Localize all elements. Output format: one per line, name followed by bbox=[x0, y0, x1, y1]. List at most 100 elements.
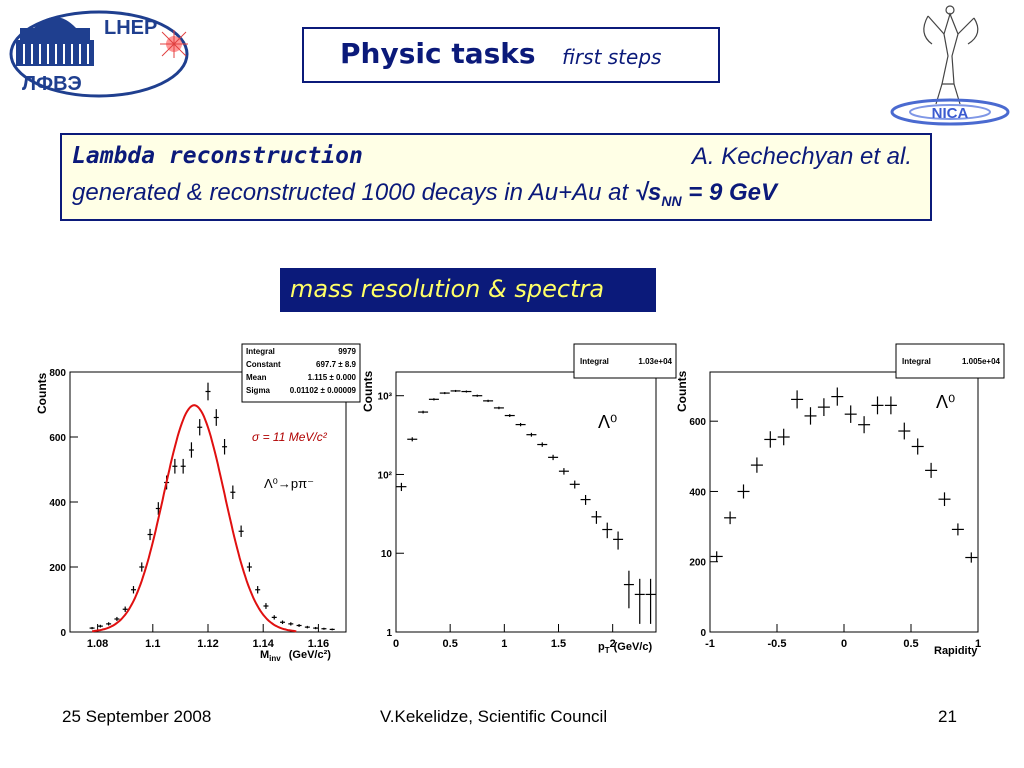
plot3-data-point bbox=[844, 405, 857, 423]
plot1-stat-label: Sigma bbox=[246, 386, 271, 395]
plot2-xtick-label: 0 bbox=[393, 638, 399, 650]
plot3-data-point bbox=[871, 396, 884, 415]
plot2-frame bbox=[395, 371, 657, 633]
plot2-xlabel-main: p bbox=[598, 641, 605, 653]
plot2-stats-box: Integral 1.03e+04 bbox=[573, 343, 677, 379]
page-title: Physic tasks bbox=[340, 37, 536, 70]
info-description: generated & reconstructed 1000 decays in… bbox=[72, 179, 777, 209]
plot3-data-point bbox=[724, 511, 737, 525]
plot1-data-point bbox=[213, 409, 219, 426]
plot3-data-point bbox=[710, 551, 723, 562]
plot1-ytick-label: 200 bbox=[49, 563, 66, 574]
plot1-frame bbox=[69, 371, 347, 633]
plot3-data-point bbox=[898, 422, 911, 440]
plot1-stat-value: 1.115 ± 0.000 bbox=[308, 373, 357, 382]
plot1-xtick-label: 1.12 bbox=[197, 638, 218, 650]
info-author: A. Kechechyan et al. bbox=[691, 143, 912, 170]
plot1-xlabel-unit: (GeV/c²) bbox=[289, 649, 332, 661]
plot2-data-point bbox=[569, 480, 580, 489]
footer-date: 25 September 2008 bbox=[62, 707, 212, 726]
plot1-xtick-label: 1.1 bbox=[145, 638, 160, 650]
plot1-data-point bbox=[304, 625, 310, 629]
plot1-ytick-label: 0 bbox=[60, 628, 66, 639]
plot1-data-point bbox=[97, 624, 103, 628]
plot2-data-point bbox=[526, 432, 537, 437]
plot3-data-point bbox=[858, 416, 871, 434]
plot1-data-point bbox=[296, 624, 302, 627]
info-desc-prefix: generated & reconstructed 1000 decays in… bbox=[72, 179, 635, 206]
plot3-data-point bbox=[831, 387, 844, 406]
plot2-data-point bbox=[537, 442, 548, 447]
plot2-data-point bbox=[472, 394, 483, 397]
plot3-ytick-label: 0 bbox=[700, 628, 706, 639]
plot1-decay-annotation: Λ⁰→pπ⁻ bbox=[264, 476, 314, 491]
plot1-sigma-annotation: σ = 11 MeV/c² bbox=[252, 430, 328, 444]
nn-subscript: NN bbox=[661, 192, 682, 209]
plot1-data-point bbox=[172, 458, 178, 474]
plot1-stat-label: Integral bbox=[246, 347, 275, 356]
plot2-data-point bbox=[493, 406, 504, 410]
plot2-data-point bbox=[396, 482, 407, 492]
page-subtitle: first steps bbox=[562, 45, 662, 69]
plot2-data-point bbox=[515, 422, 526, 427]
plot3-xtick-label: -0.5 bbox=[768, 638, 787, 650]
plot1-data-point bbox=[106, 622, 112, 626]
plot3-xtick-label: 0.5 bbox=[903, 638, 918, 650]
plot1-data-point bbox=[238, 525, 244, 537]
info-heading: Lambda reconstruction bbox=[72, 143, 363, 169]
plot2-xtick-label: 0.5 bbox=[443, 638, 458, 650]
plot1-data-point bbox=[147, 528, 153, 541]
plot3-points bbox=[710, 387, 978, 563]
footer-author: V.Kekelidze, Scientific Council bbox=[380, 707, 608, 726]
s-symbol: s bbox=[648, 179, 662, 206]
plot2-data-point bbox=[645, 578, 656, 624]
plot1-xlabel-main: M bbox=[260, 649, 269, 661]
plot1-ytick-label: 400 bbox=[49, 498, 66, 509]
lhep-logo: LHEP ЛФВЭ bbox=[4, 4, 194, 100]
plot3-data-point bbox=[791, 390, 804, 409]
plot2-xlabel-sub: T bbox=[605, 646, 610, 655]
plot3-data-point bbox=[925, 462, 938, 478]
plot-rapidity: -1 -0.5 0 0.5 1 0 200 400 600 Counts Rapidity In… bbox=[675, 343, 1005, 657]
plot3-xtick-label: 0 bbox=[841, 638, 847, 650]
plot1-gaussian-fit bbox=[92, 404, 297, 633]
plot2-xlabel: pT (GeV/c) bbox=[598, 641, 652, 655]
plot1-stat-value: 697.7 ± 8.9 bbox=[316, 360, 357, 369]
plot3-ytick-label: 400 bbox=[689, 487, 706, 498]
plot1-stat-label: Mean bbox=[246, 373, 267, 382]
plot1-data-point bbox=[180, 458, 186, 474]
plot2-data-point bbox=[548, 454, 559, 461]
plot1-xtick-label: 1.08 bbox=[87, 638, 108, 650]
section-banner: mass resolution & spectra bbox=[280, 268, 656, 312]
plot1-data-point bbox=[288, 622, 294, 626]
plot3-stats-box: Integral 1.005e+04 bbox=[895, 343, 1005, 379]
plot2-xtick-label: 2 bbox=[610, 638, 616, 650]
plot1-data-point bbox=[271, 615, 277, 620]
plot1-data-point bbox=[205, 382, 211, 401]
info-desc-suffix: = 9 GeV bbox=[681, 179, 777, 206]
plot1-data-point bbox=[263, 603, 269, 609]
plot3-ytick-label: 600 bbox=[689, 417, 706, 428]
plot1-stat-value: 9979 bbox=[338, 347, 356, 356]
plot2-data-point bbox=[623, 570, 634, 609]
plot3-data-point bbox=[938, 492, 951, 507]
plot3-stat-label: Integral bbox=[902, 357, 931, 366]
plot1-data-point bbox=[280, 620, 286, 625]
plot3-xlabel: Rapidity bbox=[934, 645, 978, 657]
plot1-xtick-label: 1.14 bbox=[252, 638, 274, 650]
plot2-xtick-label: 1.5 bbox=[551, 638, 566, 650]
plot3-xtick-label: -1 bbox=[705, 638, 715, 650]
plot1-data-point bbox=[222, 438, 228, 455]
plot1-data-point bbox=[246, 562, 252, 572]
plot3-data-point bbox=[804, 407, 817, 425]
plot2-data-point bbox=[483, 399, 494, 403]
plot2-ylabel: Counts bbox=[361, 370, 375, 412]
plot2-data-point bbox=[439, 392, 450, 395]
plot3-data-point bbox=[951, 523, 964, 536]
plot2-data-point bbox=[418, 410, 429, 414]
nica-logo-text: NICA bbox=[932, 105, 969, 122]
plot2-data-point bbox=[461, 390, 472, 393]
plot2-data-point bbox=[580, 494, 591, 505]
plot1-data-point bbox=[89, 626, 95, 630]
